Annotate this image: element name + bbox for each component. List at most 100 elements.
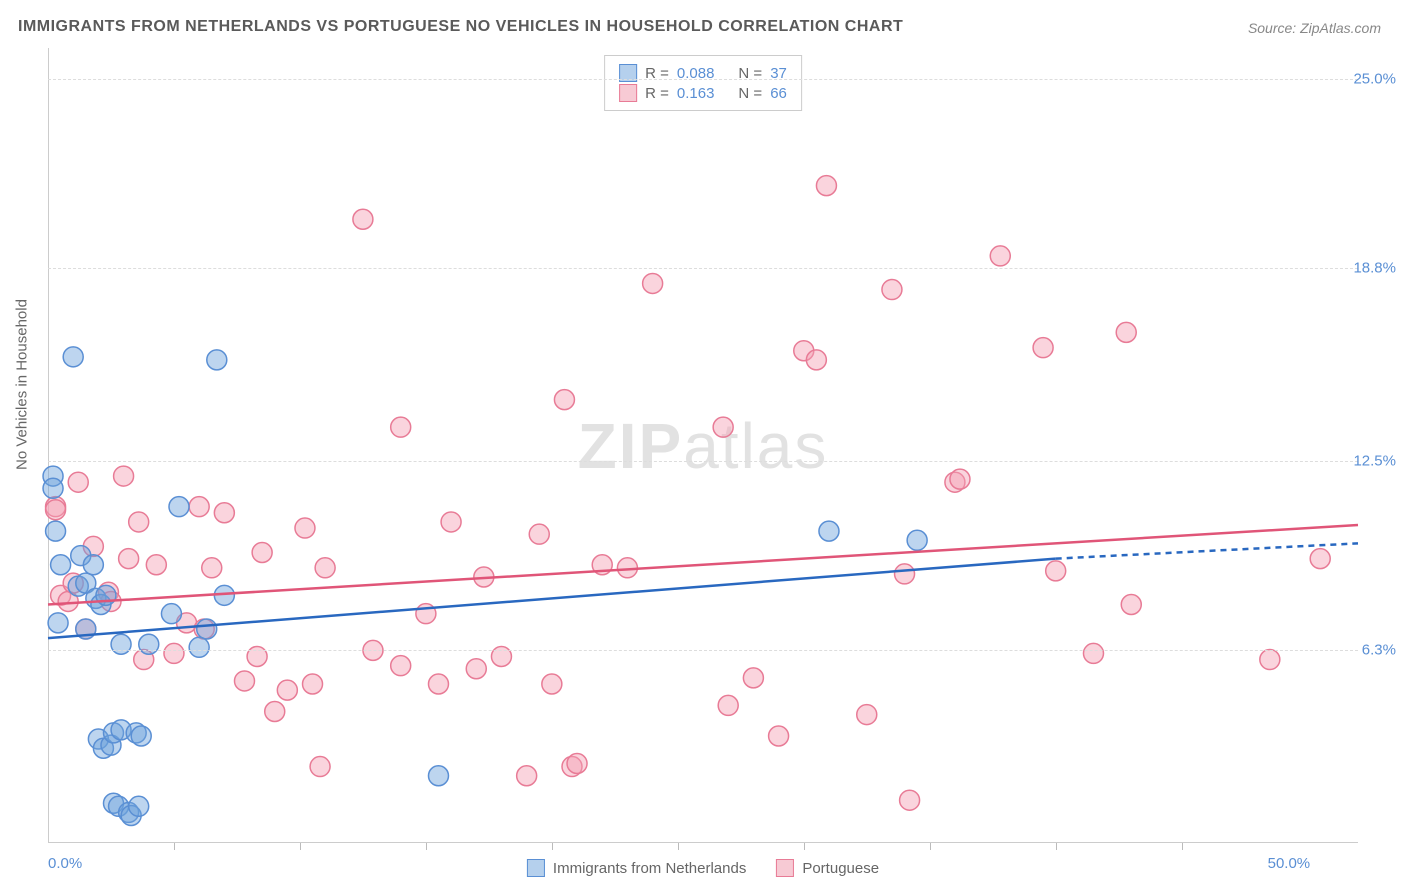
- point-pink: [310, 757, 330, 777]
- x-tick-mark: [552, 843, 553, 850]
- gridline: [48, 650, 1358, 651]
- y-tick-label: 25.0%: [1353, 70, 1396, 87]
- y-tick-label: 12.5%: [1353, 452, 1396, 469]
- point-pink: [146, 555, 166, 575]
- point-pink: [114, 466, 134, 486]
- point-pink: [1046, 561, 1066, 581]
- point-pink: [542, 674, 562, 694]
- point-pink: [882, 280, 902, 300]
- point-pink: [990, 246, 1010, 266]
- gridline: [48, 79, 1358, 80]
- point-pink: [1116, 322, 1136, 342]
- point-blue: [51, 555, 71, 575]
- point-pink: [529, 524, 549, 544]
- x-tick-mark: [300, 843, 301, 850]
- point-pink: [252, 543, 272, 563]
- x-tick-mark: [930, 843, 931, 850]
- point-blue: [131, 726, 151, 746]
- point-pink: [1310, 549, 1330, 569]
- chart-container: IMMIGRANTS FROM NETHERLANDS VS PORTUGUES…: [0, 0, 1406, 892]
- point-pink: [517, 766, 537, 786]
- point-pink: [391, 656, 411, 676]
- point-pink: [235, 671, 255, 691]
- trend-pink: [48, 525, 1358, 605]
- point-pink: [900, 790, 920, 810]
- x-tick-mark: [804, 843, 805, 850]
- legend-series: Immigrants from Netherlands Portuguese: [527, 859, 879, 877]
- y-axis-label: No Vehicles in Household: [14, 299, 31, 470]
- trend-blue: [48, 559, 1056, 639]
- x-tick-label: 50.0%: [1268, 855, 1311, 872]
- point-pink: [1033, 338, 1053, 358]
- swatch-pink-icon: [619, 84, 637, 102]
- point-pink: [1260, 650, 1280, 670]
- point-pink: [769, 726, 789, 746]
- point-pink: [303, 674, 323, 694]
- point-pink: [554, 390, 574, 410]
- point-blue: [197, 619, 217, 639]
- point-pink: [466, 659, 486, 679]
- legend-item-blue: Immigrants from Netherlands: [527, 859, 746, 877]
- gridline: [48, 461, 1358, 462]
- x-tick-mark: [678, 843, 679, 850]
- point-pink: [202, 558, 222, 578]
- gridline: [48, 268, 1358, 269]
- point-blue: [428, 766, 448, 786]
- y-tick-label: 18.8%: [1353, 260, 1396, 277]
- point-blue: [83, 555, 103, 575]
- point-blue: [189, 637, 209, 657]
- legend-correlation: R = 0.088 N = 37 R = 0.163 N = 66: [604, 55, 802, 111]
- point-pink: [895, 564, 915, 584]
- point-pink: [164, 643, 184, 663]
- point-blue: [46, 521, 66, 541]
- point-pink: [806, 350, 826, 370]
- n-value-2: 66: [770, 85, 787, 102]
- point-pink: [214, 503, 234, 523]
- x-tick-mark: [1056, 843, 1057, 850]
- point-blue: [48, 613, 68, 633]
- point-blue: [207, 350, 227, 370]
- point-pink: [277, 680, 297, 700]
- point-pink: [743, 668, 763, 688]
- point-pink: [391, 417, 411, 437]
- plot-svg: [48, 48, 1358, 843]
- point-pink: [950, 469, 970, 489]
- point-pink: [1121, 595, 1141, 615]
- x-tick-mark: [1182, 843, 1183, 850]
- swatch-pink-icon: [776, 859, 794, 877]
- point-pink: [46, 500, 66, 520]
- y-tick-label: 6.3%: [1362, 642, 1396, 659]
- source-label: Source: ZipAtlas.com: [1248, 20, 1381, 36]
- point-pink: [718, 695, 738, 715]
- point-pink: [119, 549, 139, 569]
- point-pink: [713, 417, 733, 437]
- legend-label-blue: Immigrants from Netherlands: [553, 860, 746, 877]
- point-pink: [816, 176, 836, 196]
- swatch-blue-icon: [527, 859, 545, 877]
- point-blue: [169, 497, 189, 517]
- point-blue: [63, 347, 83, 367]
- point-pink: [265, 702, 285, 722]
- x-tick-label: 0.0%: [48, 855, 82, 872]
- x-tick-mark: [426, 843, 427, 850]
- point-pink: [295, 518, 315, 538]
- point-blue: [129, 796, 149, 816]
- point-pink: [441, 512, 461, 532]
- point-blue: [161, 604, 181, 624]
- point-blue: [819, 521, 839, 541]
- point-pink: [1083, 643, 1103, 663]
- legend-row-pink: R = 0.163 N = 66: [619, 84, 787, 102]
- legend-label-pink: Portuguese: [802, 860, 879, 877]
- point-pink: [189, 497, 209, 517]
- r-label-2: R =: [645, 85, 669, 102]
- x-tick-mark: [174, 843, 175, 850]
- point-pink: [68, 472, 88, 492]
- point-pink: [428, 674, 448, 694]
- point-pink: [129, 512, 149, 532]
- point-pink: [353, 209, 373, 229]
- point-pink: [857, 705, 877, 725]
- point-pink: [315, 558, 335, 578]
- point-blue: [907, 530, 927, 550]
- point-pink: [643, 273, 663, 293]
- legend-item-pink: Portuguese: [776, 859, 879, 877]
